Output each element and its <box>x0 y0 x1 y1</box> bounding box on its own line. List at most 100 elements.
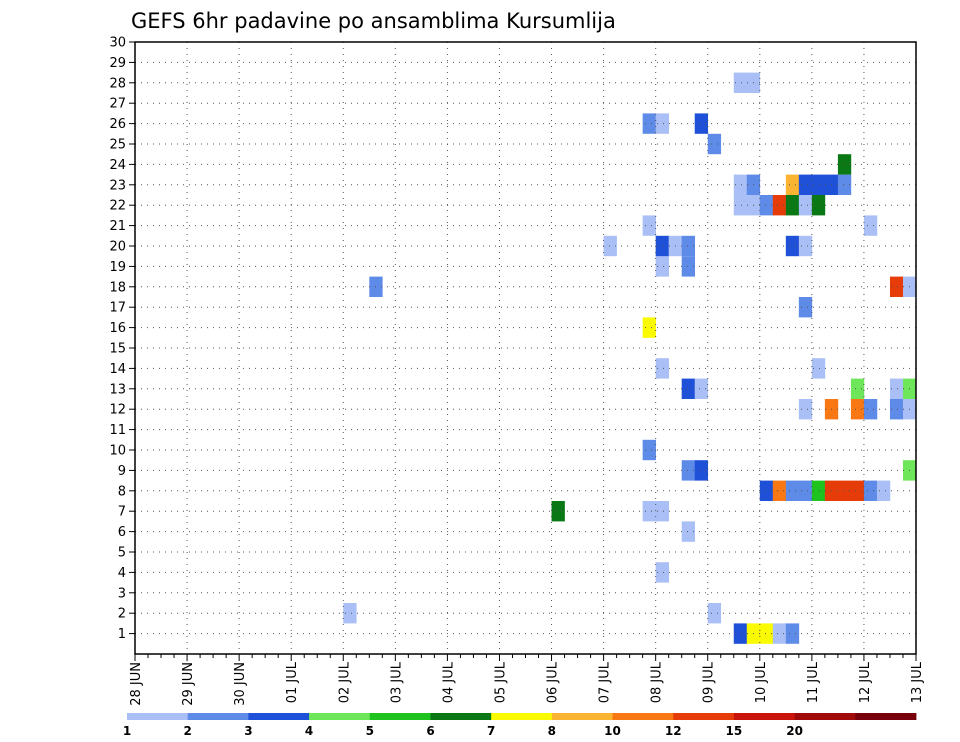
precip-cell <box>785 480 800 501</box>
colorbar-legend: 1 2 3 4 5 6 7 8 10 12 15 20 <box>123 713 917 738</box>
colorbar-swatch <box>612 713 674 720</box>
precip-cell <box>733 623 748 644</box>
y-tick-label: 21 <box>109 219 126 234</box>
y-tick-label: 24 <box>109 158 126 173</box>
colorbar-label: 5 <box>366 724 374 738</box>
colorbar-swatch <box>794 713 856 720</box>
precip-cell <box>694 460 709 481</box>
precip-cell <box>798 297 813 318</box>
y-tick-label: 19 <box>109 260 126 275</box>
precip-cell <box>811 195 826 216</box>
precip-cell <box>694 378 709 399</box>
x-tick-label: 10 JUL <box>754 661 769 703</box>
precip-cell <box>655 235 669 257</box>
precip-cell <box>785 174 800 195</box>
precip-cell <box>876 480 891 501</box>
y-tick-label: 10 <box>109 444 126 459</box>
colorbar-label: 7 <box>487 724 495 738</box>
y-tick-label: 1 <box>118 627 126 642</box>
precip-cell <box>785 235 800 257</box>
colorbar-swatch <box>491 713 553 720</box>
colorbar-swatch <box>673 713 735 720</box>
x-tick-label: 12 JUL <box>858 661 873 703</box>
y-tick-label: 15 <box>109 342 126 357</box>
colorbar-label: 2 <box>184 724 192 738</box>
colorbar-swatch <box>127 713 189 720</box>
precip-cell <box>681 521 696 542</box>
x-tick-label: 04 JUL <box>441 661 456 703</box>
colorbar-swatch <box>309 713 371 720</box>
precip-cell <box>837 174 852 195</box>
x-tick-label: 06 JUL <box>546 661 561 703</box>
y-tick-label: 8 <box>118 484 126 499</box>
precip-cell <box>772 623 787 644</box>
y-tick-label: 18 <box>109 280 126 295</box>
precip-cell <box>681 235 696 257</box>
colorbar-swatch <box>369 713 431 720</box>
precip-cell <box>811 480 826 501</box>
x-tick-label: 08 JUL <box>650 661 665 703</box>
precip-cell <box>759 480 774 501</box>
precip-cell <box>863 480 878 501</box>
precip-cell <box>837 480 852 501</box>
colorbar-label: 4 <box>305 724 313 738</box>
colorbar-swatch <box>733 713 796 720</box>
x-tick-label: 30 JUN <box>233 662 248 706</box>
precip-cell <box>707 133 722 155</box>
y-tick-label: 27 <box>109 97 126 112</box>
precip-cell <box>850 378 865 399</box>
precip-cell <box>655 562 669 583</box>
x-tick-label: 05 JUL <box>494 661 509 703</box>
precip-cell <box>889 276 904 297</box>
y-tick-label: 30 <box>109 36 126 51</box>
precip-cell <box>863 399 878 420</box>
colorbar-label: 6 <box>426 724 434 738</box>
y-tick-label: 26 <box>109 117 126 132</box>
precip-cell <box>681 378 696 399</box>
x-tick-label: 29 JUN <box>181 662 196 706</box>
precip-cell <box>798 480 813 501</box>
precip-cell <box>642 439 656 461</box>
x-tick-label: 01 JUL <box>285 661 300 703</box>
y-tick-label: 9 <box>118 464 126 479</box>
colorbar-swatch <box>430 713 492 720</box>
colorbar-swatch <box>551 713 613 720</box>
x-tick-label: 11 JUL <box>806 661 821 703</box>
y-tick-label: 2 <box>118 607 126 622</box>
colorbar-label: 3 <box>244 724 252 738</box>
x-axis-dates: 28 JUN 29 JUN 30 JUN 01 JUL 02 JUL 03 JUL 04 J… <box>129 654 925 706</box>
precip-cell <box>655 113 669 134</box>
precip-cell <box>681 460 696 481</box>
y-tick-label: 5 <box>118 546 126 561</box>
y-tick-label: 17 <box>109 301 126 316</box>
precip-cell <box>603 235 617 257</box>
precip-cell <box>642 113 656 134</box>
y-tick-label: 12 <box>109 403 126 418</box>
plot-frame <box>134 41 917 655</box>
y-tick-label: 25 <box>109 138 126 153</box>
y-tick-label: 28 <box>109 76 126 91</box>
precip-cell <box>694 113 709 134</box>
precip-cell <box>850 399 865 420</box>
precip-cell <box>759 623 774 644</box>
x-tick-label: 09 JUL <box>702 661 717 703</box>
colorbar-swatch <box>855 713 917 720</box>
colorbar-swatch <box>248 713 310 720</box>
y-axis-ensemble-members: 1234567891011121314151617181920212223242… <box>109 36 135 642</box>
chart-title: GEFS 6hr padavine po ansamblima Kursumli… <box>131 9 616 33</box>
y-tick-label: 29 <box>109 56 126 71</box>
precip-cell <box>785 195 800 216</box>
precip-cell <box>772 480 787 501</box>
precip-cell <box>798 399 813 420</box>
x-tick-label: 03 JUL <box>389 661 404 703</box>
precip-cell <box>889 378 904 399</box>
colorbar-label: 10 <box>604 724 621 738</box>
precip-cell <box>785 623 800 644</box>
precip-cell <box>837 154 852 175</box>
y-tick-label: 4 <box>118 566 126 581</box>
precip-cell <box>798 195 813 216</box>
colorbar-label: 15 <box>726 724 743 738</box>
y-tick-label: 23 <box>109 178 126 193</box>
precip-cell <box>798 174 813 195</box>
